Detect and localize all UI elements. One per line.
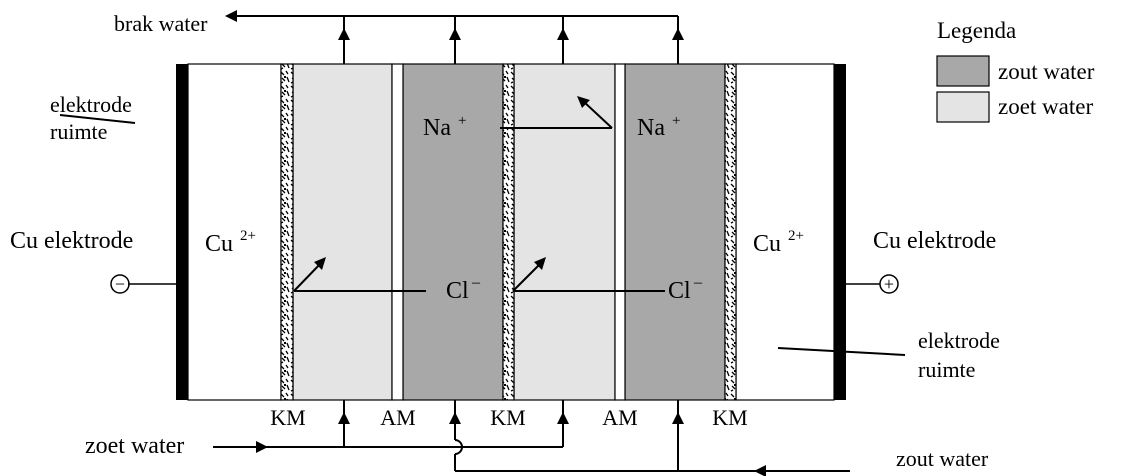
km-membrane-2	[502, 63, 515, 401]
am-label-2: AM	[602, 405, 637, 430]
brak-water-arrowhead	[225, 10, 237, 22]
legend-swatch-zoet	[936, 91, 990, 123]
inlet-arrow-2	[449, 412, 461, 424]
outlet-arrowheads	[225, 10, 684, 40]
plus-sign: +	[884, 274, 894, 294]
na-ion-1-charge: +	[458, 113, 466, 129]
minus-sign: −	[115, 274, 125, 294]
right-electrode-chamber	[735, 63, 835, 401]
cu-ion-left-symbol: Cu	[205, 231, 233, 257]
left-elektrode-ruimte-label-2: ruimte	[50, 119, 107, 144]
am-label-1: AM	[380, 405, 415, 430]
inlet-arrowheads	[256, 412, 766, 476]
cl-ion-1-charge: –	[471, 274, 481, 291]
plus-terminal	[879, 274, 899, 294]
right-elektrode-ruimte-label-2: ruimte	[918, 357, 975, 382]
na-ion-1-symbol: Na	[423, 115, 451, 141]
cl-ion-1: Cl –	[446, 274, 481, 304]
cl-ion-2-charge: –	[693, 274, 703, 291]
na-ion-1: Na +	[423, 113, 466, 141]
outlet-arrow-3	[557, 28, 569, 40]
cu-ion-right-symbol: Cu	[753, 231, 781, 257]
na-ion-2-symbol: Na	[637, 115, 665, 141]
inlet-arrow-4	[672, 412, 684, 424]
cu-ion-right-charge: 2+	[788, 228, 804, 244]
cu-ion-left-charge: 2+	[240, 228, 256, 244]
km-label-1: KM	[270, 405, 305, 430]
zout-water-inlet-label: zout water	[896, 446, 989, 471]
zout-compartment-2	[624, 63, 726, 401]
left-elektrode-ruimte-label-1: elektrode	[50, 92, 132, 117]
outlet-arrow-4	[672, 28, 684, 40]
na-ion-2: Na +	[637, 113, 680, 141]
ion-arrowheads	[314, 96, 590, 270]
legend-swatch-zout	[936, 55, 990, 87]
zout-water-inlet	[454, 400, 850, 472]
legend-title: Legenda	[937, 18, 1016, 43]
inlet-arrow-3	[557, 412, 569, 424]
legend-label-zoet: zoet water	[998, 94, 1093, 119]
right-cu-elektrode-label: Cu elektrode	[873, 228, 996, 254]
cell-body	[176, 63, 846, 401]
ion-arrows	[59, 100, 906, 356]
inlet-arrow-1	[338, 412, 350, 424]
minus-terminal	[110, 274, 130, 294]
am-membrane-2	[614, 63, 626, 401]
cl-ion-2: Cl –	[668, 274, 703, 304]
right-elektrode-ruimte-label-1: elektrode	[918, 328, 1000, 353]
left-electrode-chamber	[187, 63, 282, 401]
na-ion-2-charge: +	[672, 113, 680, 129]
outlet-arrow-1	[338, 28, 350, 40]
zout-water-arrowhead	[754, 465, 766, 476]
right-cu-electrode	[834, 64, 846, 400]
zoet-compartment-2	[513, 63, 616, 401]
cl-arrowhead-2	[534, 257, 546, 270]
cu-ion-left: Cu 2+	[205, 228, 256, 257]
am-membrane-1	[391, 63, 404, 401]
legend: Legenda zout water zoet water	[936, 18, 1095, 123]
cl-ion-2-symbol: Cl	[668, 278, 691, 304]
km-label-3: KM	[712, 405, 747, 430]
zout-compartment-1	[402, 63, 504, 401]
left-cu-elektrode-label: Cu elektrode	[10, 228, 133, 254]
cl-ion-1-symbol: Cl	[446, 278, 469, 304]
km-membrane-1	[280, 63, 294, 401]
km-label-2: KM	[490, 405, 525, 430]
na-arrowhead	[577, 96, 590, 108]
zoet-water-arrowhead	[256, 441, 268, 453]
outlet-arrow-2	[449, 28, 461, 40]
cl-arrowhead-1	[314, 257, 326, 270]
left-cu-electrode	[176, 64, 188, 400]
cu-ion-right: Cu 2+	[753, 228, 804, 257]
terminals	[110, 274, 899, 294]
brak-water-label: brak water	[114, 11, 208, 36]
zoet-water-inlet-label: zoet water	[85, 433, 184, 459]
zoet-compartment-1	[292, 63, 393, 401]
km-membrane-3	[724, 63, 737, 401]
legend-label-zout: zout water	[998, 59, 1095, 84]
